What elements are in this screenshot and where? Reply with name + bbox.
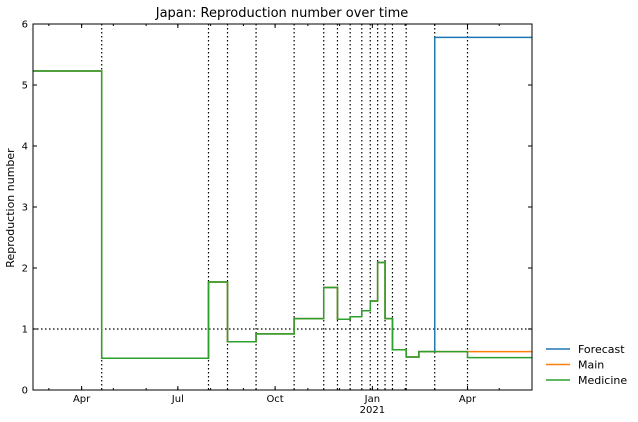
legend-label-forecast: Forecast [578, 343, 625, 356]
plot-frame [32, 23, 533, 391]
series-line-forecast [33, 36, 532, 360]
y-tick-label: 2 [22, 264, 28, 275]
chart-title: Japan: Reproduction number over time [155, 6, 409, 21]
y-tick-label: 6 [22, 20, 28, 31]
x-tick-label: Apr [73, 394, 91, 405]
y-tick-label: 0 [22, 386, 28, 397]
series-line-main [33, 70, 532, 360]
y-tick-label: 1 [22, 325, 28, 336]
x-tick-label: Jul [171, 394, 184, 405]
x-tick-label: Apr [459, 394, 477, 405]
legend: Forecast Main Medicine [546, 343, 627, 387]
legend-label-medicine: Medicine [578, 374, 627, 387]
series-line-medicine [33, 70, 532, 360]
y-axis-title: Reproduction number [4, 148, 17, 268]
series-group [33, 36, 532, 360]
x-tick-label: Jan [364, 394, 380, 405]
x-tick-label: Oct [266, 394, 283, 405]
y-tick-label: 5 [22, 81, 28, 92]
legend-label-main: Main [578, 359, 604, 372]
x-tick-sublabel: 2021 [360, 405, 385, 416]
y-tick-label: 4 [22, 142, 28, 153]
y-tick-label: 3 [22, 203, 28, 214]
